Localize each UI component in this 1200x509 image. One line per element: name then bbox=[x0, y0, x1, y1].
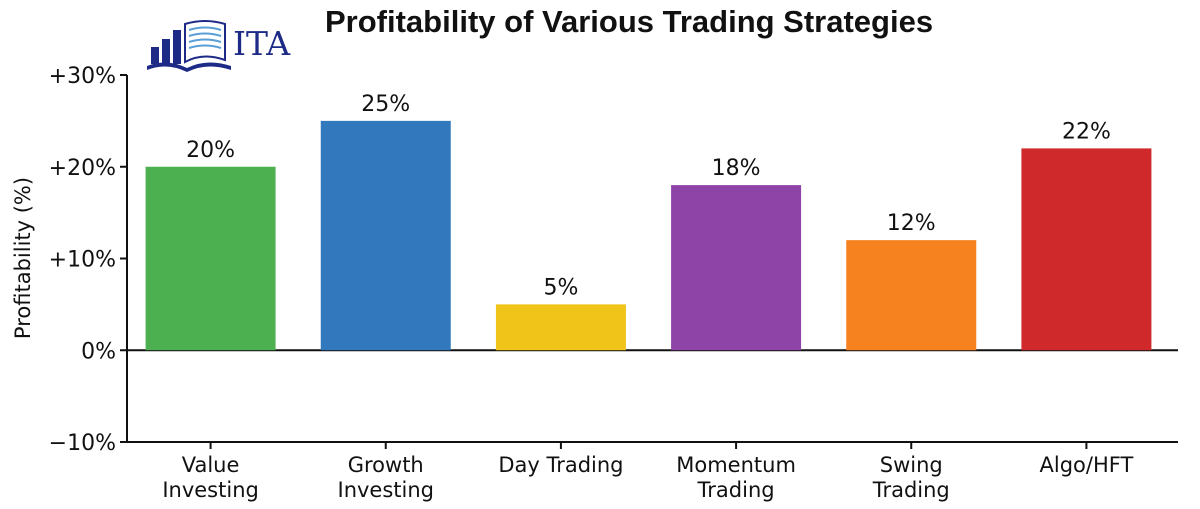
x-tick-label: Investing bbox=[162, 478, 259, 502]
x-tick-label: Algo/HFT bbox=[1040, 453, 1134, 477]
y-tick-label: +30% bbox=[49, 64, 116, 89]
x-tick-label: Momentum bbox=[676, 453, 796, 477]
x-tick-label: Growth bbox=[348, 453, 424, 477]
bar bbox=[320, 120, 451, 351]
x-tick-label: Investing bbox=[338, 478, 435, 502]
x-tick-label: Swing bbox=[880, 453, 943, 477]
data-label: 25% bbox=[361, 92, 410, 117]
book-chart-icon bbox=[147, 20, 231, 72]
ita-logo: ITA bbox=[145, 16, 315, 76]
chart-title: Profitability of Various Trading Strateg… bbox=[325, 4, 934, 39]
y-tick-label: +10% bbox=[49, 248, 116, 273]
data-label: 12% bbox=[887, 211, 936, 236]
x-tick-label: Trading bbox=[872, 478, 950, 502]
bar bbox=[495, 304, 626, 351]
bar bbox=[145, 166, 276, 351]
data-label: 20% bbox=[186, 138, 235, 163]
x-tick-label: Day Trading bbox=[498, 453, 623, 477]
bar bbox=[1021, 148, 1152, 351]
bar bbox=[671, 185, 802, 351]
x-tick-label: Value bbox=[182, 453, 240, 477]
data-label: 5% bbox=[543, 275, 578, 300]
data-label: 18% bbox=[712, 156, 761, 181]
bars bbox=[145, 120, 1152, 351]
y-axis-title: Profitability (%) bbox=[11, 177, 35, 339]
data-label: 22% bbox=[1062, 119, 1111, 144]
bar bbox=[846, 240, 977, 351]
data-labels: 20% 25% 5% 18% 12% 22% bbox=[186, 92, 1111, 301]
y-tick-label: −10% bbox=[49, 431, 116, 456]
logo-text: ITA bbox=[233, 24, 291, 63]
y-tick-label: +20% bbox=[49, 156, 116, 181]
y-tick-label: 0% bbox=[81, 339, 116, 364]
x-tick-label: Trading bbox=[697, 478, 775, 502]
y-axis: +30% +20% +10% 0% −10% bbox=[49, 64, 1178, 456]
